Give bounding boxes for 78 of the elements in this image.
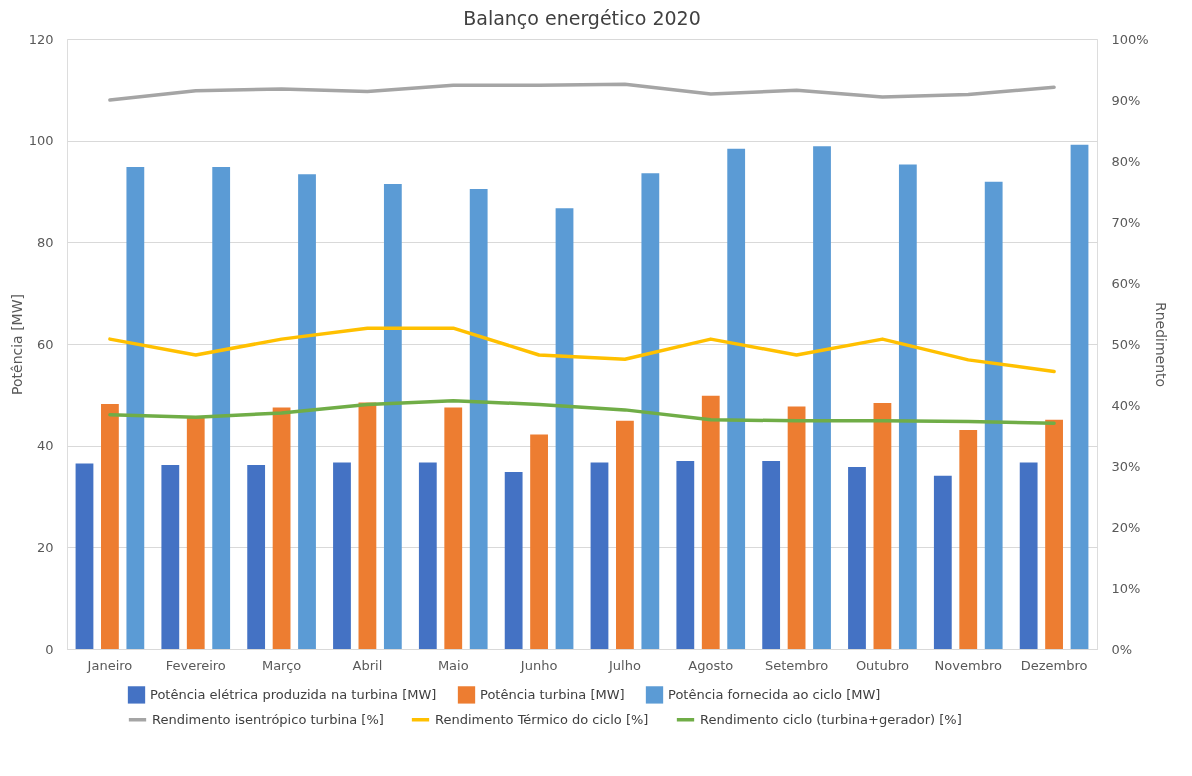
legend-label: Rendimento Térmico do ciclo [%] bbox=[435, 711, 649, 727]
y2-axis-title: Rnedimento bbox=[1152, 301, 1169, 388]
bar bbox=[247, 464, 266, 649]
legend-label: Rendimento isentrópico turbina [%] bbox=[152, 711, 384, 727]
line-series bbox=[108, 326, 1056, 374]
y-tick-label: 100 bbox=[28, 133, 54, 149]
bar bbox=[469, 188, 488, 649]
bar bbox=[161, 464, 180, 649]
bar bbox=[383, 183, 402, 649]
y2-tick-label: 60% bbox=[1111, 275, 1141, 291]
x-tick-label: Novembro bbox=[934, 657, 1002, 673]
bar bbox=[1045, 419, 1063, 649]
bar bbox=[101, 403, 119, 649]
bar bbox=[848, 467, 866, 649]
bar bbox=[504, 472, 523, 649]
bar bbox=[444, 407, 463, 649]
chart-title: Balanço energético 2020 bbox=[463, 7, 701, 29]
x-tick-label: Abril bbox=[352, 657, 383, 673]
bar bbox=[984, 181, 1003, 649]
bar bbox=[333, 462, 351, 649]
bar bbox=[813, 146, 831, 649]
bar bbox=[898, 164, 917, 649]
bar bbox=[616, 420, 634, 649]
y2-tick-label: 80% bbox=[1111, 153, 1141, 169]
x-tick-label: Maio bbox=[437, 657, 469, 673]
bar bbox=[272, 407, 291, 649]
x-tick-label: Outubro bbox=[855, 657, 909, 673]
y2-tick-label: 20% bbox=[1111, 519, 1141, 535]
x-tick-label: Julho bbox=[607, 657, 641, 673]
line-series bbox=[108, 82, 1056, 102]
bar bbox=[701, 395, 720, 649]
bar bbox=[959, 429, 978, 649]
x-tick-label: Março bbox=[261, 657, 302, 673]
bar bbox=[676, 460, 695, 649]
legend-label: Potência turbina [MW] bbox=[480, 686, 625, 702]
bar bbox=[418, 462, 437, 649]
x-tick-label: Setembro bbox=[764, 657, 829, 673]
x-tick-label: Fevereiro bbox=[165, 657, 226, 673]
bar bbox=[555, 208, 574, 649]
bar bbox=[298, 174, 316, 649]
bar bbox=[762, 460, 781, 649]
bar bbox=[1019, 462, 1038, 649]
x-tick-label: Junho bbox=[519, 657, 558, 673]
y2-tick-label: 90% bbox=[1111, 92, 1141, 108]
y2-tick-label: 70% bbox=[1111, 214, 1141, 230]
bar bbox=[530, 434, 548, 649]
y2-tick-label: 0% bbox=[1111, 641, 1133, 657]
bar bbox=[186, 417, 205, 649]
x-tick-label: Dezembro bbox=[1020, 657, 1088, 673]
legend-label: Potência fornecida ao ciclo [MW] bbox=[668, 686, 881, 702]
legend-label: Rendimento ciclo (turbina+gerador) [%] bbox=[700, 711, 962, 727]
y2-tick-label: 30% bbox=[1111, 458, 1141, 474]
bar bbox=[590, 462, 609, 649]
y-tick-label: 20 bbox=[36, 539, 54, 555]
bar bbox=[1070, 144, 1089, 649]
bar bbox=[358, 402, 377, 649]
x-tick-label: Agosto bbox=[688, 657, 734, 673]
y-tick-label: 0 bbox=[45, 641, 54, 657]
bar bbox=[126, 167, 145, 649]
bar bbox=[873, 402, 892, 649]
x-tick-label: Janeiro bbox=[86, 657, 133, 673]
legend-label: Potência elétrica produzida na turbina [MW] bbox=[150, 686, 437, 702]
bar bbox=[641, 173, 660, 649]
y-axis-title: Potência [MW] bbox=[8, 294, 25, 395]
y2-tick-label: 50% bbox=[1111, 336, 1141, 352]
bar bbox=[933, 475, 952, 649]
y-tick-label: 40 bbox=[36, 438, 54, 454]
bar bbox=[787, 406, 806, 649]
y2-tick-label: 40% bbox=[1111, 397, 1141, 413]
y2-tick-label: 100% bbox=[1111, 31, 1149, 47]
y-tick-label: 80 bbox=[36, 234, 54, 250]
y-tick-label: 120 bbox=[28, 31, 54, 47]
bar bbox=[727, 148, 746, 649]
bar bbox=[75, 463, 94, 649]
y-tick-label: 60 bbox=[36, 336, 54, 352]
bar bbox=[212, 167, 231, 649]
line-series bbox=[108, 398, 1056, 426]
y2-tick-label: 10% bbox=[1111, 580, 1141, 596]
